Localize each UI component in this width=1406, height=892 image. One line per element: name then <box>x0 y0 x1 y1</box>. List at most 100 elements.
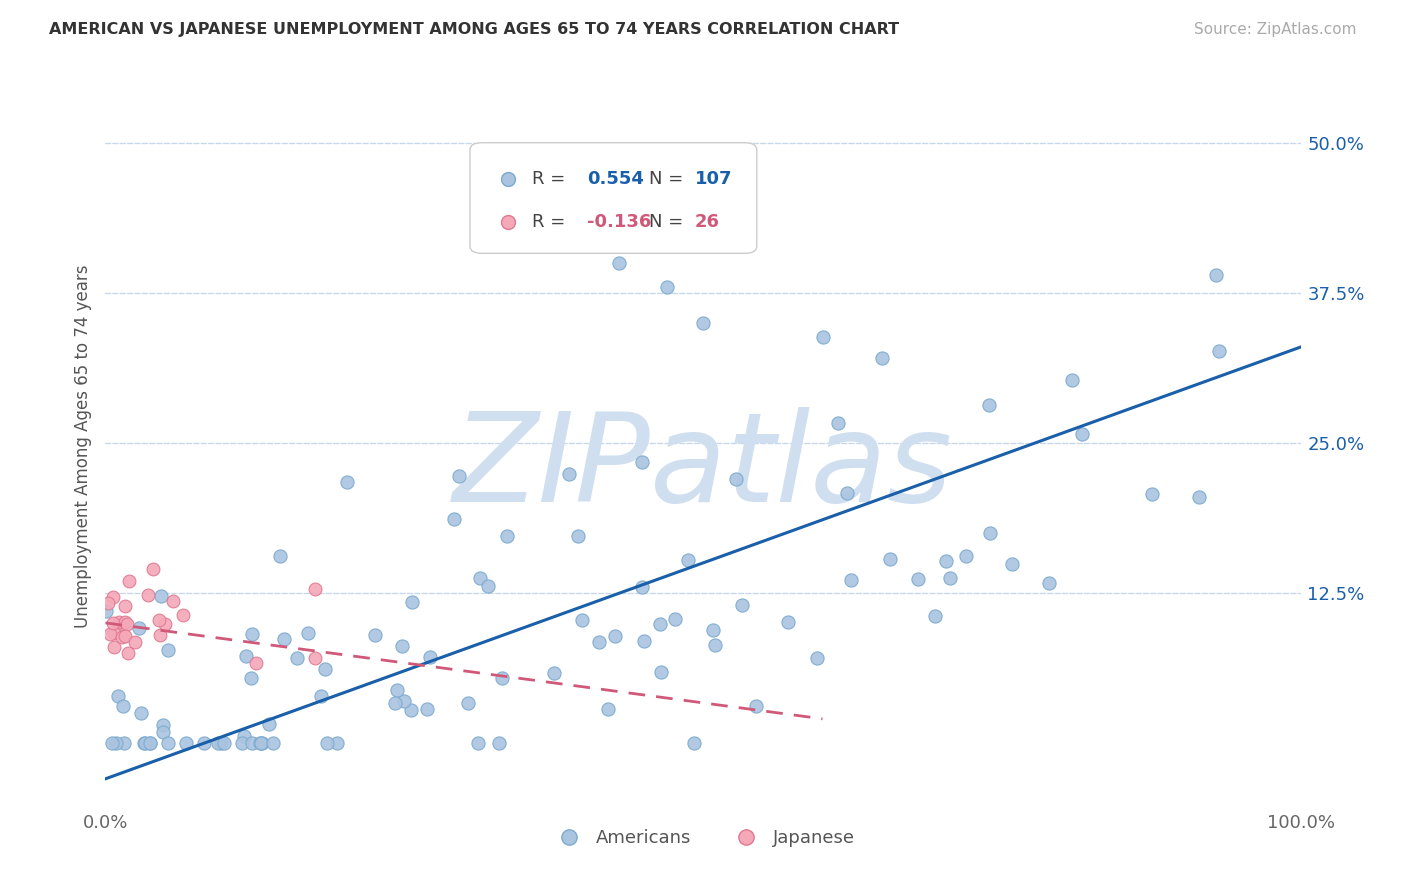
Point <box>692 316 714 330</box>
Point <box>231 736 253 750</box>
Point <box>938 571 960 585</box>
Point <box>207 736 229 750</box>
Point <box>491 671 513 685</box>
Point <box>209 736 232 750</box>
Point <box>702 623 724 637</box>
Text: 0.554: 0.554 <box>588 169 644 187</box>
Point <box>232 729 254 743</box>
Point <box>879 552 901 566</box>
Point <box>97 596 120 610</box>
Point <box>571 613 593 627</box>
Point <box>101 736 124 750</box>
Text: R =: R = <box>531 213 565 231</box>
Point <box>655 280 678 294</box>
Point <box>648 617 671 632</box>
Point <box>384 696 406 710</box>
Point <box>118 574 141 588</box>
Point <box>394 694 416 708</box>
Point <box>249 736 271 750</box>
Point <box>1208 344 1230 359</box>
Text: 107: 107 <box>695 169 733 187</box>
Point <box>114 615 136 629</box>
Point <box>103 640 125 654</box>
Point <box>304 582 326 597</box>
Point <box>513 220 536 235</box>
Point <box>650 665 672 679</box>
Point <box>607 256 630 270</box>
Point <box>745 699 768 714</box>
Point <box>103 616 125 631</box>
Point <box>112 736 135 750</box>
Point <box>134 736 156 750</box>
Point <box>731 599 754 613</box>
Point <box>326 736 349 750</box>
Point <box>806 651 828 665</box>
Point <box>101 590 124 604</box>
Point <box>240 627 263 641</box>
Point <box>335 475 357 489</box>
Point <box>979 526 1001 541</box>
Point <box>839 573 862 587</box>
Point <box>172 608 194 623</box>
Point <box>235 648 257 663</box>
Point <box>391 639 413 653</box>
Point <box>108 615 131 629</box>
Point <box>112 699 135 714</box>
Point <box>314 662 336 676</box>
Point <box>1205 268 1227 282</box>
Point <box>105 736 128 750</box>
Point <box>152 724 174 739</box>
Point <box>778 615 800 630</box>
Point <box>631 455 654 469</box>
Point <box>725 472 748 486</box>
Point <box>129 706 152 721</box>
Point <box>250 736 273 750</box>
Point <box>364 627 387 641</box>
Point <box>837 485 859 500</box>
Point <box>385 682 408 697</box>
Point <box>250 736 273 750</box>
Point <box>142 562 165 576</box>
Point <box>139 736 162 750</box>
FancyBboxPatch shape <box>470 143 756 253</box>
Point <box>174 736 197 750</box>
Point <box>1038 576 1060 591</box>
Point <box>124 634 146 648</box>
Text: -0.136: -0.136 <box>588 213 651 231</box>
Point <box>114 629 136 643</box>
Point <box>157 736 180 750</box>
Point <box>588 635 610 649</box>
Point <box>111 630 134 644</box>
Point <box>103 626 125 640</box>
Text: AMERICAN VS JAPANESE UNEMPLOYMENT AMONG AGES 65 TO 74 YEARS CORRELATION CHART: AMERICAN VS JAPANESE UNEMPLOYMENT AMONG … <box>49 22 900 37</box>
Text: Source: ZipAtlas.com: Source: ZipAtlas.com <box>1194 22 1357 37</box>
Text: 26: 26 <box>695 213 720 231</box>
Point <box>683 736 706 750</box>
Point <box>245 656 267 670</box>
Point <box>139 736 162 750</box>
Point <box>98 627 121 641</box>
Point <box>259 716 281 731</box>
Point <box>633 634 655 648</box>
Point <box>467 736 489 750</box>
Point <box>1071 427 1094 442</box>
Point <box>162 594 184 608</box>
Point <box>297 626 319 640</box>
Text: N =: N = <box>650 213 683 231</box>
Text: N =: N = <box>650 169 683 187</box>
Point <box>157 642 180 657</box>
Y-axis label: Unemployment Among Ages 65 to 74 years: Unemployment Among Ages 65 to 74 years <box>73 264 91 628</box>
Point <box>870 351 893 365</box>
Point <box>239 671 262 685</box>
Point <box>457 696 479 710</box>
Point <box>193 736 215 750</box>
Point <box>273 632 295 646</box>
Point <box>134 736 156 750</box>
Point <box>150 590 173 604</box>
Legend: Americans, Japanese: Americans, Japanese <box>544 822 862 855</box>
Point <box>605 629 627 643</box>
Point <box>128 622 150 636</box>
Point <box>543 666 565 681</box>
Point <box>136 588 159 602</box>
Point <box>955 549 977 563</box>
